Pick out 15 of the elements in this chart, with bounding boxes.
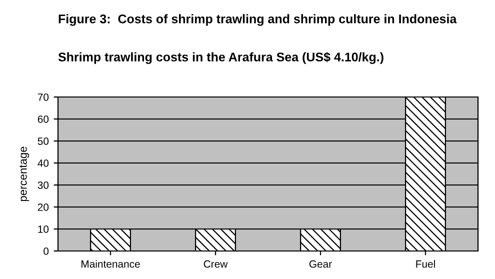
x-tick-label: Maintenance	[82, 260, 140, 268]
x-tick-label: Crew	[204, 260, 228, 268]
y-tick-label: 60	[38, 116, 49, 123]
y-tick-label: 30	[38, 182, 49, 189]
chart-subtitle: Shrimp trawling costs in the Arafura Sea (US$ 4.10/kg.)	[58, 52, 384, 64]
y-tick-label: 0	[44, 248, 49, 255]
y-tick-label: 50	[38, 138, 49, 145]
y-tick-label: 40	[38, 160, 49, 167]
y-tick-label: 70	[38, 94, 49, 101]
y-tick-label: 10	[38, 226, 49, 233]
x-tick-label: Fuel	[416, 260, 435, 268]
chart-title: Figure 3: Costs of shrimp trawling and shrimp culture in Indonesia	[58, 14, 457, 26]
y-tick-label: 20	[38, 204, 49, 211]
x-tick-label: Gear	[309, 260, 332, 268]
y-axis-title: percentage	[20, 146, 30, 202]
